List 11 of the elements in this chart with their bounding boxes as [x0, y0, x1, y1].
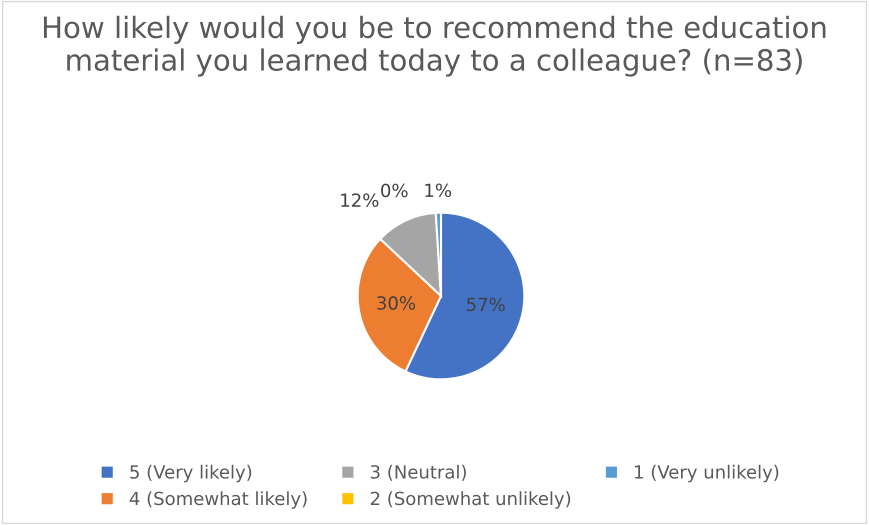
legend-label: 2 (Somewhat unlikely) [370, 491, 570, 509]
data-label: 12% [341, 193, 378, 207]
legend-label: 3 (Neutral) [370, 464, 466, 481]
data-label: 30% [377, 296, 416, 310]
text: 0% [381, 184, 408, 198]
data-label: 1% [425, 183, 452, 198]
chart-title: How likely would you be to recommend the education material you learned today to a colleague? (n=83) [44, 16, 826, 77]
legend-label: 4 (Somewhat likely) [130, 491, 307, 509]
data-label: 57% [467, 298, 505, 312]
legend-label: 5 (Very likely) [130, 464, 252, 482]
legend-label: 1 (Very unlikely) [635, 464, 778, 482]
